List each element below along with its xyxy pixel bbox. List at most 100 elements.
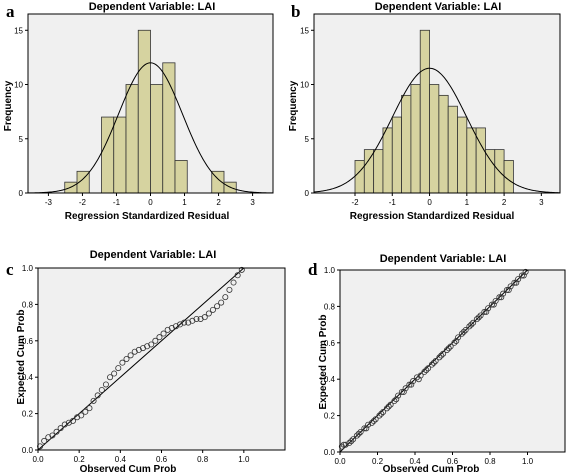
data-point <box>406 381 413 388</box>
data-point <box>485 305 492 312</box>
histogram-bar <box>485 149 496 194</box>
data-point <box>520 272 527 279</box>
y-tick-label: 0.2 <box>22 410 34 419</box>
y-tick-label: 0.6 <box>324 339 336 348</box>
plot-area-c: 0.0 0.2 0.4 0.6 0.8 1.0 0.0 0.2 0.4 0.6 0.8 1.0 <box>22 264 286 464</box>
histogram-bar <box>137 29 151 194</box>
data-point <box>49 432 56 439</box>
histogram-bar <box>113 116 127 194</box>
data-point <box>443 347 450 354</box>
data-point <box>423 367 430 374</box>
y-tick-label: 0.2 <box>324 412 336 421</box>
data-point <box>453 337 460 344</box>
data-point <box>94 392 101 399</box>
data-point <box>402 385 409 392</box>
data-point <box>383 405 390 412</box>
data-point <box>37 443 44 450</box>
x-tick-label: 0.8 <box>484 457 496 466</box>
data-point <box>492 297 499 304</box>
y-axis-label-a: Frequency <box>3 80 14 131</box>
data-point <box>515 276 522 283</box>
histogram-bar <box>382 127 393 194</box>
x-tick-label: 0 <box>148 198 153 207</box>
data-point <box>451 339 458 346</box>
x-tick-label: 2 <box>502 198 507 207</box>
x-tick-label: 0.6 <box>447 457 459 466</box>
data-point <box>372 416 379 423</box>
data-point <box>393 396 400 403</box>
data-point <box>370 418 377 425</box>
panel-letter-a: a <box>6 2 15 21</box>
data-point <box>363 425 370 432</box>
x-tick-label: 0.8 <box>197 455 209 464</box>
y-tick-label: 0.4 <box>22 373 34 382</box>
data-point <box>500 290 507 297</box>
chart-title-a: Dependent Variable: LAI <box>89 1 216 13</box>
y-tick-label: 15 <box>14 26 23 35</box>
panel-letter-b: b <box>291 2 300 21</box>
normal-curve <box>313 67 561 194</box>
data-point <box>152 337 159 344</box>
y-tick-label: 10 <box>300 81 309 90</box>
data-point <box>234 272 241 279</box>
data-point <box>458 330 465 337</box>
data-point <box>507 283 514 290</box>
histogram-bar <box>125 84 139 194</box>
y-axis-label-b: Frequency <box>288 80 299 131</box>
y-tick-label: 5 <box>19 135 24 144</box>
panel-a: a Dependent Variable: LAI Regression Sta… <box>3 1 274 222</box>
data-point <box>462 327 469 334</box>
data-point <box>102 381 109 388</box>
x-tick-label: 2 <box>216 198 221 207</box>
data-point <box>400 388 407 395</box>
histogram-bar <box>419 29 430 194</box>
x-tick-label: -2 <box>351 198 359 207</box>
data-point <box>513 279 520 286</box>
x-tick-label: 0.0 <box>32 455 44 464</box>
data-point <box>214 303 221 310</box>
x-axis-label-a: Regression Standardized Residual <box>65 211 230 222</box>
y-tick-label: 0 <box>305 189 310 198</box>
data-point <box>470 319 477 326</box>
x-axis-label-c: Observed Cum Prob <box>80 464 177 475</box>
data-point <box>340 441 347 448</box>
histogram-bar <box>363 149 375 194</box>
chart-title-c: Dependent Variable: LAI <box>90 249 217 261</box>
data-point <box>82 408 89 415</box>
data-point <box>421 368 428 375</box>
data-point <box>498 294 505 301</box>
data-point <box>376 412 383 419</box>
data-point <box>505 287 512 294</box>
data-point <box>518 272 525 279</box>
data-point <box>380 408 387 415</box>
data-point <box>398 388 405 395</box>
panel-letter-c: c <box>6 260 14 279</box>
x-tick-label: 1 <box>182 198 187 207</box>
data-point <box>430 359 437 366</box>
x-tick-label: 3 <box>539 198 544 207</box>
histogram-bar <box>429 84 440 194</box>
histogram-bar <box>447 105 458 194</box>
x-tick-label: 0 <box>427 198 432 207</box>
data-point <box>428 361 435 368</box>
data-point <box>417 372 424 379</box>
data-point <box>353 432 360 439</box>
data-point <box>355 430 362 437</box>
data-point <box>98 386 105 393</box>
data-point <box>86 405 93 412</box>
data-point <box>201 314 208 321</box>
data-point <box>481 308 488 315</box>
data-point <box>466 323 473 330</box>
data-point <box>378 410 385 417</box>
data-point <box>408 381 415 388</box>
data-point <box>218 299 225 306</box>
data-point <box>57 425 64 432</box>
data-point <box>496 294 503 301</box>
y-tick-label: 0.4 <box>324 375 336 384</box>
data-point <box>468 321 475 328</box>
data-point <box>503 287 510 294</box>
chart-title-b: Dependent Variable: LAI <box>375 1 502 13</box>
plot-background <box>38 268 285 450</box>
data-point <box>447 343 454 350</box>
data-point <box>368 419 375 426</box>
